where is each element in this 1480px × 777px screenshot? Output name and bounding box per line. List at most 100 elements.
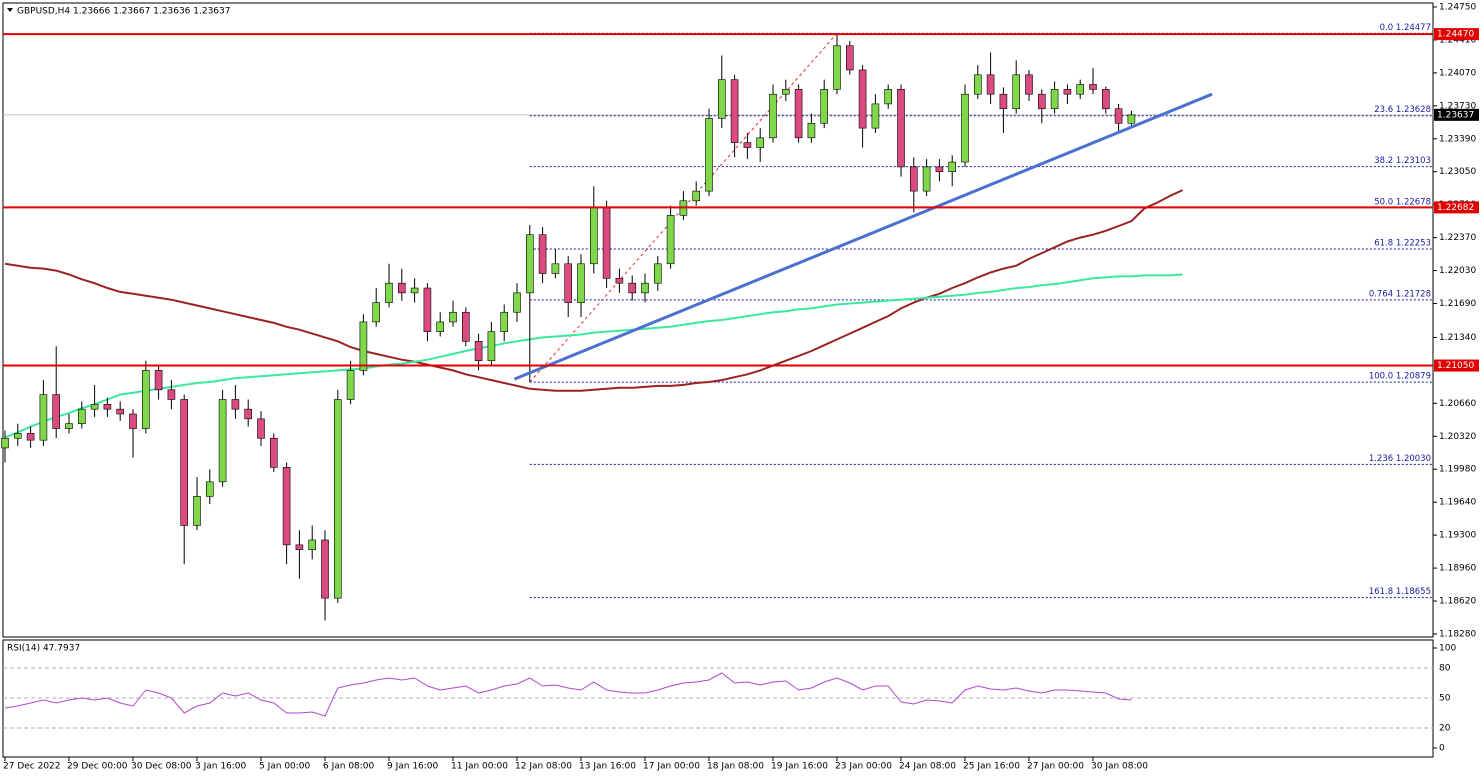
fib-label: 100.0 1.20879 xyxy=(1369,372,1431,382)
chart-subtitle: GBPUSD,H4 1.23666 1.23667 1.23636 1.2363… xyxy=(17,7,230,17)
candle-body xyxy=(705,118,713,192)
candle-body xyxy=(999,93,1008,110)
x-tick-label: 30 Jan 08:00 xyxy=(1091,762,1148,772)
candle-body xyxy=(410,287,419,294)
x-tick-label: 5 Jan 00:00 xyxy=(259,762,311,772)
current-price-label: 1.23637 xyxy=(1437,110,1474,120)
candle-body xyxy=(397,282,406,294)
candle-body xyxy=(1038,93,1046,110)
candle-body xyxy=(666,215,675,265)
candle-body xyxy=(487,331,496,362)
candle-body xyxy=(961,93,969,163)
candle-body xyxy=(628,282,637,294)
candle-body xyxy=(807,122,816,139)
candle-body xyxy=(116,408,124,415)
candle-body xyxy=(973,74,982,95)
moving-average xyxy=(4,189,1184,392)
candle-body xyxy=(884,89,893,105)
x-tick-label: 27 Jan 00:00 xyxy=(1027,762,1084,772)
candle-body xyxy=(474,341,483,362)
y-tick-label: 1.24410 xyxy=(1439,35,1476,45)
level-label-box xyxy=(1434,201,1479,214)
x-tick-label: 19 Jan 16:00 xyxy=(771,762,828,772)
candle-body xyxy=(321,539,329,599)
candle-body xyxy=(500,311,509,332)
candle-body xyxy=(948,161,957,173)
candle-body xyxy=(1025,74,1033,95)
y-tick-label: 1.21340 xyxy=(1439,333,1476,343)
candle-body xyxy=(935,166,944,173)
x-tick-label: 11 Jan 00:00 xyxy=(451,762,508,772)
level-label: 1.22682 xyxy=(1437,203,1474,213)
level-label: 1.24470 xyxy=(1437,30,1474,40)
fib-label: 161.8 1.18655 xyxy=(1369,587,1431,597)
y-tick-label: 1.19980 xyxy=(1439,465,1476,475)
candle-body xyxy=(154,370,163,391)
menu-arrow xyxy=(7,8,13,12)
candle-body xyxy=(986,74,995,95)
fib-label: 0.0 1.24477 xyxy=(1380,23,1431,33)
candle-body xyxy=(282,467,291,546)
level-label-box xyxy=(1434,28,1479,41)
candle-body xyxy=(1063,89,1072,95)
candle-body xyxy=(142,370,150,429)
candle-body xyxy=(781,89,790,95)
candle-body xyxy=(692,190,701,202)
y-tick-label: 1.22030 xyxy=(1439,266,1476,276)
candle-body xyxy=(756,137,765,148)
candle-body xyxy=(602,207,611,279)
candle-body xyxy=(769,93,777,139)
y-tick-label: 1.21690 xyxy=(1439,299,1476,309)
candle-body xyxy=(333,399,342,599)
candle-body xyxy=(359,321,368,371)
y-tick-label: 1.22370 xyxy=(1439,233,1476,243)
candle-body xyxy=(845,45,854,71)
rsi-tick-label: 80 xyxy=(1439,664,1451,674)
candle-body xyxy=(1,437,9,449)
level-label: 1.21050 xyxy=(1437,361,1474,371)
x-tick-label: 27 Dec 2022 xyxy=(3,762,61,772)
fib-label: 1.236 1.20030 xyxy=(1369,454,1431,464)
candle-body xyxy=(513,292,521,313)
candle-body xyxy=(244,408,252,420)
candle-body xyxy=(1102,89,1110,110)
x-tick-label: 23 Jan 00:00 xyxy=(835,762,892,772)
rsi-line xyxy=(4,672,1132,717)
rsi-tick-label: 20 xyxy=(1439,724,1451,734)
y-tick-label: 1.20320 xyxy=(1439,432,1476,442)
candle-body xyxy=(897,89,905,168)
candle-body xyxy=(820,89,829,124)
rsi-tick-label: 50 xyxy=(1439,694,1451,704)
candle-body xyxy=(26,433,35,441)
candle-body xyxy=(577,263,585,303)
candle-body xyxy=(167,389,176,400)
y-tick-label: 1.19300 xyxy=(1439,531,1476,541)
candle-body xyxy=(653,263,662,284)
x-tick-label: 25 Jan 16:00 xyxy=(963,762,1020,772)
candle-body xyxy=(1114,108,1123,124)
candle-body xyxy=(833,45,841,90)
x-tick-label: 3 Jan 16:00 xyxy=(195,762,247,772)
candle-body xyxy=(218,399,227,483)
x-tick-label: 17 Jan 00:00 xyxy=(643,762,700,772)
x-tick-label: 30 Dec 08:00 xyxy=(131,762,192,772)
candle-body xyxy=(78,408,86,424)
x-tick-label: 24 Jan 08:00 xyxy=(899,762,956,772)
candle-body xyxy=(308,539,317,550)
candle-body xyxy=(525,234,534,294)
candle-body xyxy=(922,166,931,192)
candle-body xyxy=(1089,84,1097,90)
y-tick-label: 1.18620 xyxy=(1439,597,1476,607)
candle-body xyxy=(269,437,278,468)
candle-body xyxy=(871,103,880,129)
fib-label: 23.6 1.23628 xyxy=(1374,105,1431,115)
candle-body xyxy=(103,404,112,410)
y-tick-label: 1.24750 xyxy=(1439,2,1476,12)
candle-body xyxy=(90,404,99,410)
level-label-box xyxy=(1434,359,1479,372)
y-tick-label: 1.23390 xyxy=(1439,134,1476,144)
candle-body xyxy=(449,311,457,323)
candle-body xyxy=(589,207,598,265)
y-tick-label: 1.23050 xyxy=(1439,167,1476,177)
